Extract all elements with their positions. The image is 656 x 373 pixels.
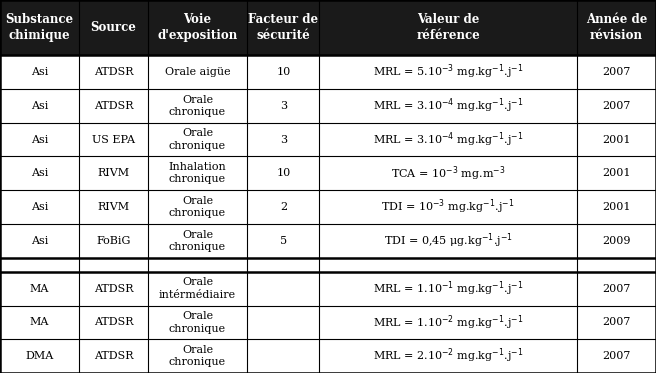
Text: Orale
intérmédiaire: Orale intérmédiaire (159, 278, 236, 300)
Text: Facteur de
sécurité: Facteur de sécurité (248, 13, 318, 42)
Text: Substance
chimique: Substance chimique (5, 13, 73, 42)
Text: 2007: 2007 (602, 283, 630, 294)
Text: Voie
d'exposition: Voie d'exposition (157, 13, 237, 42)
Text: TDI = 10$^{-3}$ mg.kg$^{-1}$.j$^{-1}$: TDI = 10$^{-3}$ mg.kg$^{-1}$.j$^{-1}$ (381, 198, 515, 216)
Text: ATDSR: ATDSR (94, 101, 133, 111)
Bar (0, 190, 656, 224)
Text: Asi: Asi (31, 202, 48, 212)
Text: RIVM: RIVM (97, 168, 129, 178)
Text: 2007: 2007 (602, 351, 630, 361)
Text: TDI = 0,45 μg.kg$^{-1}$.j$^{-1}$: TDI = 0,45 μg.kg$^{-1}$.j$^{-1}$ (384, 232, 513, 250)
Text: ATDSR: ATDSR (94, 317, 133, 327)
Text: MA: MA (30, 283, 49, 294)
Text: Asi: Asi (31, 168, 48, 178)
Text: 2001: 2001 (602, 202, 631, 212)
Text: Année de
révision: Année de révision (586, 13, 647, 42)
Text: Asi: Asi (31, 67, 48, 77)
Text: 3: 3 (280, 135, 287, 145)
Bar (0, 0, 656, 55)
Text: MRL = 3.10$^{-4}$ mg.kg$^{-1}$.j$^{-1}$: MRL = 3.10$^{-4}$ mg.kg$^{-1}$.j$^{-1}$ (373, 130, 523, 149)
Text: DMA: DMA (26, 351, 54, 361)
Text: US EPA: US EPA (92, 135, 135, 145)
Text: MRL = 1.10$^{-2}$ mg.kg$^{-1}$.j$^{-1}$: MRL = 1.10$^{-2}$ mg.kg$^{-1}$.j$^{-1}$ (373, 313, 523, 332)
Text: TCA = 10$^{-3}$ mg.m$^{-3}$: TCA = 10$^{-3}$ mg.m$^{-3}$ (391, 164, 506, 182)
Text: Inhalation
chronique: Inhalation chronique (169, 162, 226, 185)
Text: 2007: 2007 (602, 101, 630, 111)
Text: MRL = 2.10$^{-2}$ mg.kg$^{-1}$.j$^{-1}$: MRL = 2.10$^{-2}$ mg.kg$^{-1}$.j$^{-1}$ (373, 347, 523, 366)
Text: Source: Source (91, 21, 136, 34)
Bar (0, 339, 656, 373)
Text: Orale
chronique: Orale chronique (169, 311, 226, 333)
Text: 2009: 2009 (602, 236, 631, 246)
Text: Orale
chronique: Orale chronique (169, 95, 226, 117)
Text: FoBiG: FoBiG (96, 236, 131, 246)
Bar (0, 305, 656, 339)
Bar (0, 156, 656, 190)
Text: 2007: 2007 (602, 67, 630, 77)
Text: ATDSR: ATDSR (94, 67, 133, 77)
Text: 2001: 2001 (602, 135, 631, 145)
Bar (0, 55, 656, 89)
Text: Orale
chronique: Orale chronique (169, 345, 226, 367)
Text: 10: 10 (276, 168, 291, 178)
Text: 5: 5 (280, 236, 287, 246)
Text: MRL = 1.10$^{-1}$ mg.kg$^{-1}$.j$^{-1}$: MRL = 1.10$^{-1}$ mg.kg$^{-1}$.j$^{-1}$ (373, 279, 523, 298)
Text: Orale aigüe: Orale aigüe (165, 67, 230, 77)
Text: Asi: Asi (31, 101, 48, 111)
Bar (0, 258, 656, 272)
Text: Orale
chronique: Orale chronique (169, 229, 226, 252)
Bar (0, 123, 656, 156)
Text: MRL = 3.10$^{-4}$ mg.kg$^{-1}$.j$^{-1}$: MRL = 3.10$^{-4}$ mg.kg$^{-1}$.j$^{-1}$ (373, 97, 523, 115)
Bar (0, 272, 656, 305)
Text: 2: 2 (280, 202, 287, 212)
Text: 10: 10 (276, 67, 291, 77)
Text: Asi: Asi (31, 236, 48, 246)
Bar (0, 89, 656, 123)
Text: Orale
chronique: Orale chronique (169, 196, 226, 218)
Text: MRL = 5.10$^{-3}$ mg.kg$^{-1}$.j$^{-1}$: MRL = 5.10$^{-3}$ mg.kg$^{-1}$.j$^{-1}$ (373, 63, 523, 81)
Text: 2007: 2007 (602, 317, 630, 327)
Text: ATDSR: ATDSR (94, 351, 133, 361)
Text: Orale
chronique: Orale chronique (169, 128, 226, 151)
Text: Asi: Asi (31, 135, 48, 145)
Text: 3: 3 (280, 101, 287, 111)
Text: ATDSR: ATDSR (94, 283, 133, 294)
Text: Valeur de
référence: Valeur de référence (417, 13, 480, 42)
Text: MA: MA (30, 317, 49, 327)
Text: RIVM: RIVM (97, 202, 129, 212)
Text: 2001: 2001 (602, 168, 631, 178)
Bar (0, 224, 656, 258)
